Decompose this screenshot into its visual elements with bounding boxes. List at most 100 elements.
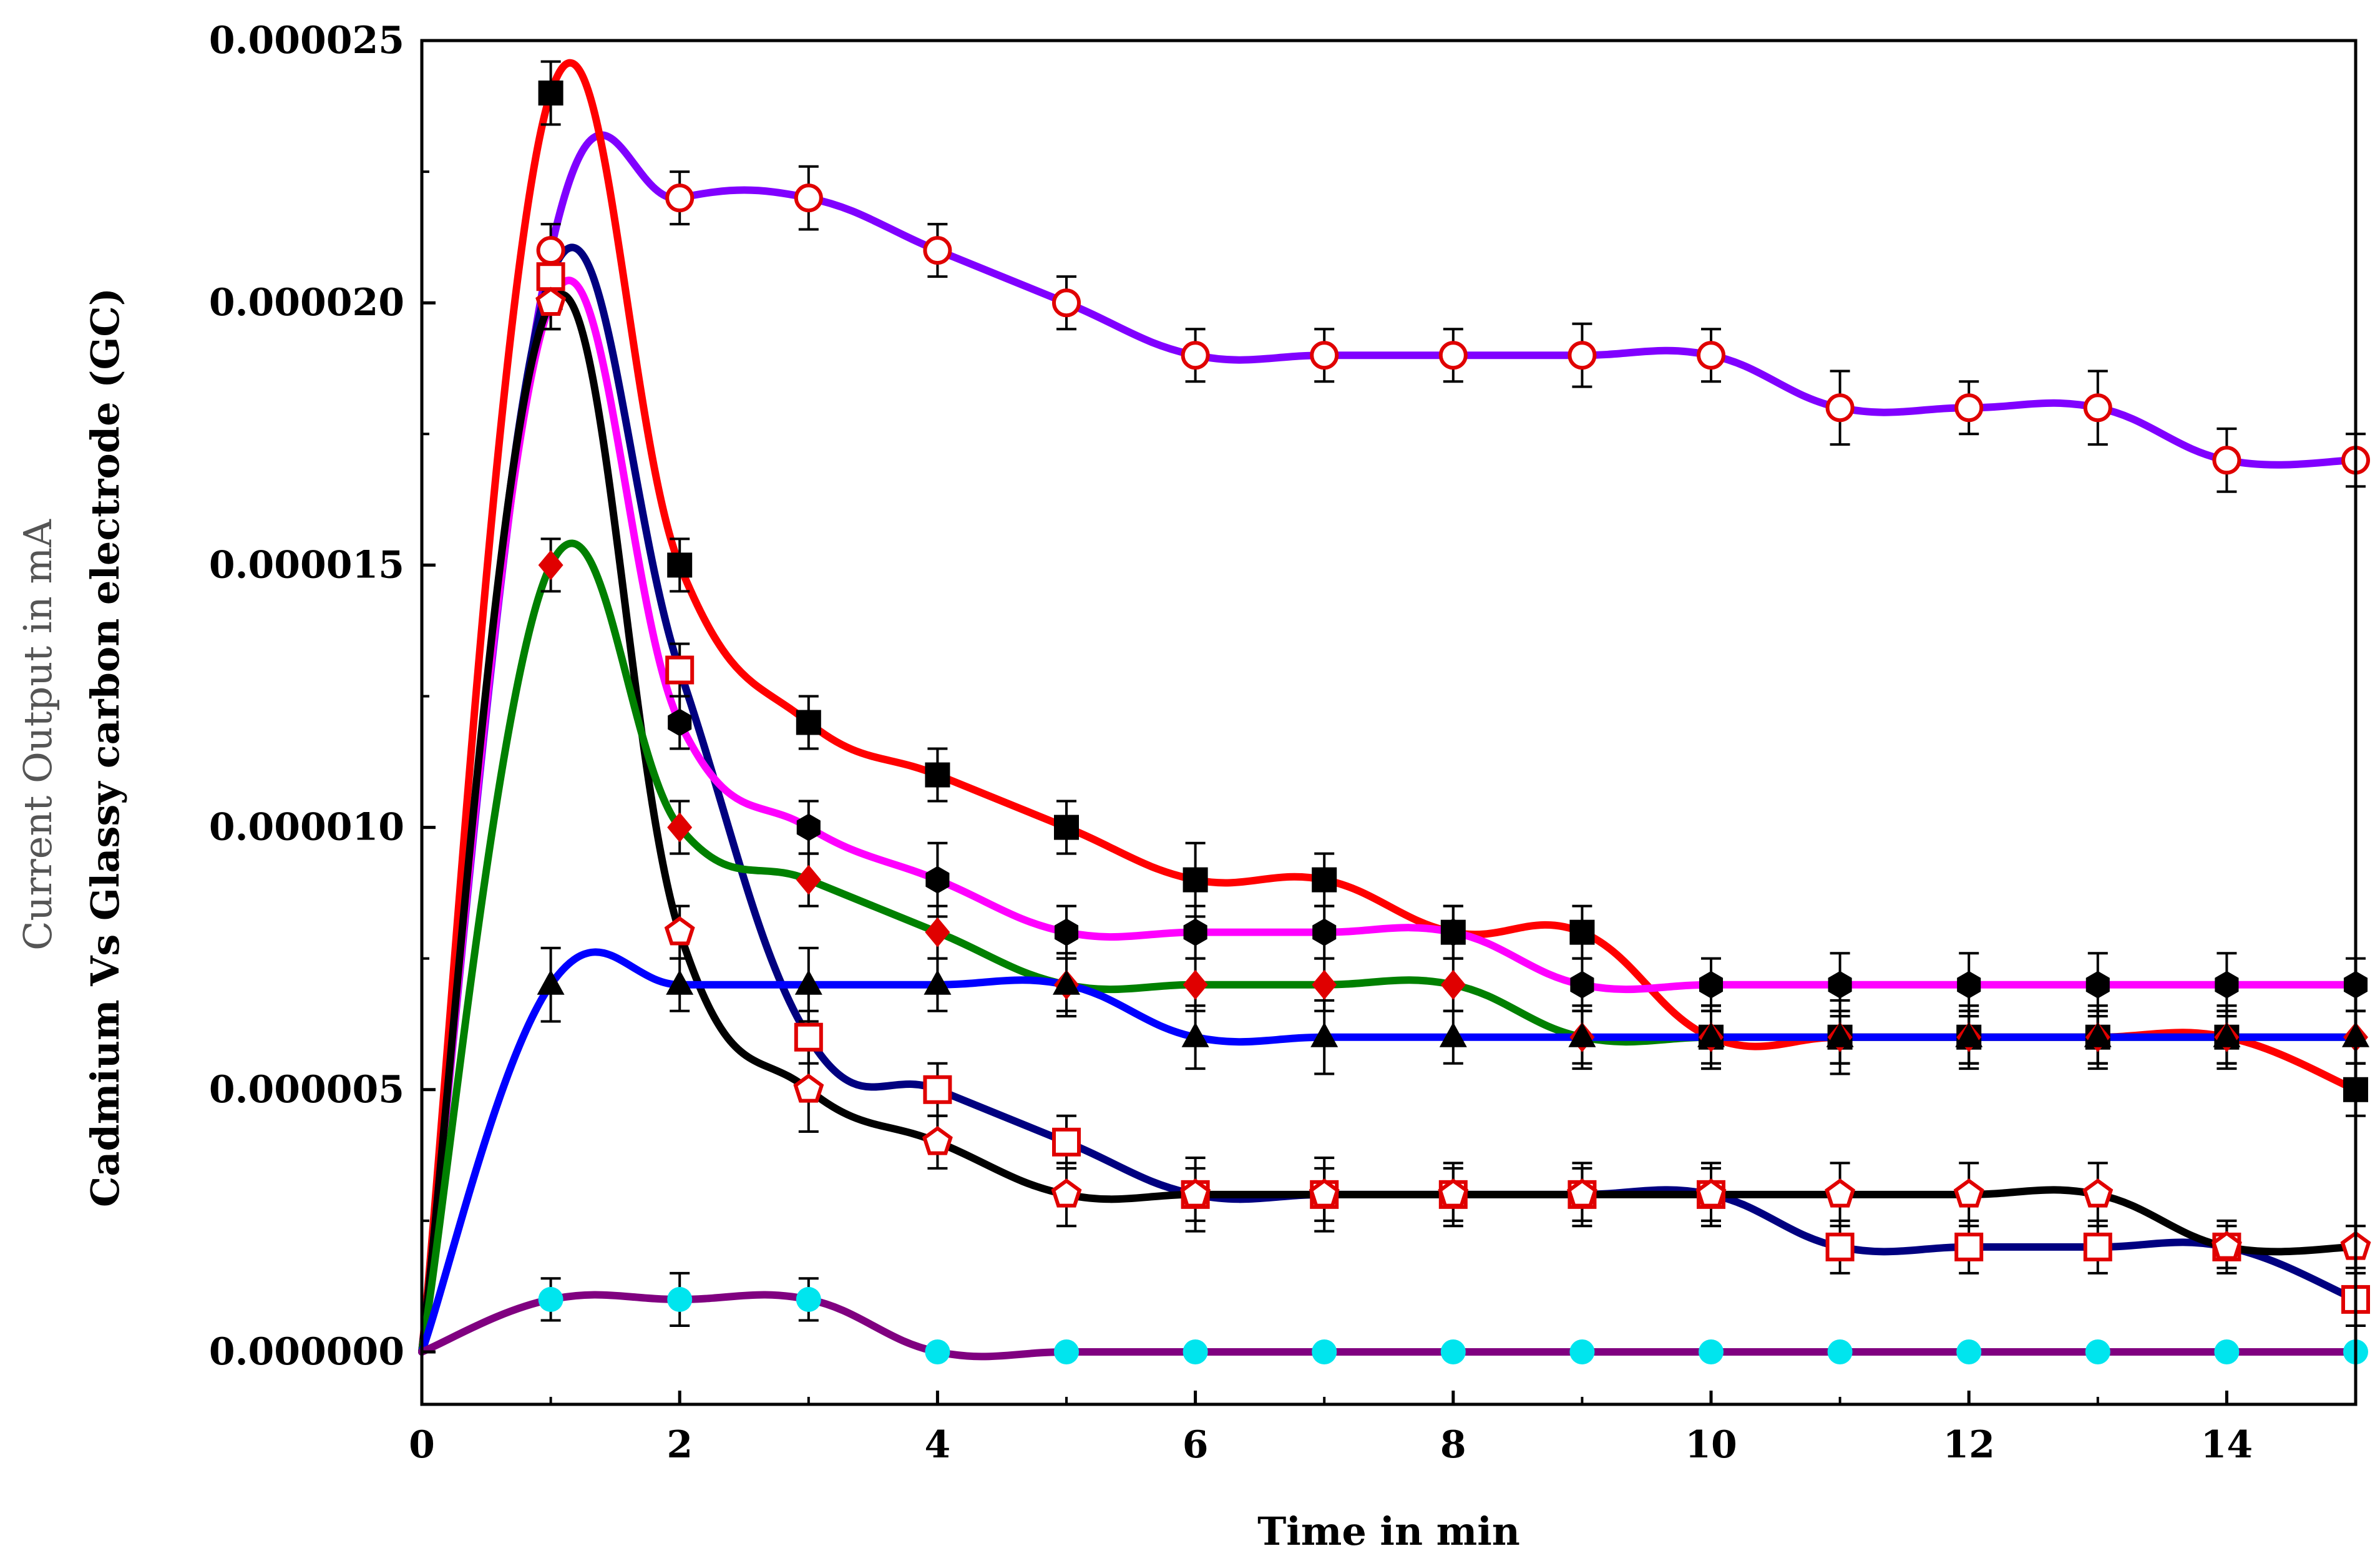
series-blue-filled-triangle-point <box>1955 1022 1983 1047</box>
y-tick-label: 0.000005 <box>209 1068 404 1112</box>
series-red-filled-square-point <box>1569 919 1595 945</box>
series-green-red-diamond-point <box>1312 969 1337 1000</box>
series-purple-open-circle-point <box>923 236 952 265</box>
series-purple-cyan-circle-point <box>1183 1339 1208 1364</box>
series-group <box>418 59 2359 1361</box>
x-tick-label: 4 <box>925 1423 951 1467</box>
series-purple-open-circle-point <box>1825 393 1855 423</box>
series-purple-cyan-circle-point <box>2214 1339 2240 1364</box>
series-red-filled-square-point <box>1312 867 1337 893</box>
series-black-open-pentagon-point <box>1309 1178 1340 1208</box>
series-purple-open-circle-point <box>1181 341 1210 370</box>
series-navy-open-square-point <box>2083 1232 2112 1261</box>
series-red-filled-square-point <box>667 552 693 578</box>
series-magenta-filled-hexagon-point <box>1699 971 1724 999</box>
x-tick-label: 12 <box>1943 1423 1995 1467</box>
series-purple-cyan-circle-line <box>418 1291 2359 1361</box>
x-tick-label: 2 <box>666 1423 693 1467</box>
series-magenta-filled-hexagon-point <box>1570 971 1594 999</box>
series-red-filled-square-point <box>538 81 563 106</box>
y-tick-label: 0.000025 <box>209 19 404 62</box>
series-purple-cyan-circle-point <box>538 1286 563 1312</box>
series-purple-cyan-circle-point <box>925 1339 950 1364</box>
series-magenta-filled-hexagon-point <box>1183 918 1207 946</box>
series-black-open-pentagon-point <box>535 286 567 316</box>
series-purple-open-circle-point <box>665 184 695 213</box>
series-magenta-filled-hexagon-point <box>1828 971 1852 999</box>
series-green-red-diamond-point <box>925 917 950 947</box>
series-blue-filled-triangle-point <box>794 969 822 995</box>
x-tick-label: 14 <box>2201 1423 2253 1467</box>
series-magenta-filled-hexagon-point <box>1441 918 1465 946</box>
series-blue-filled-triangle-point <box>666 969 694 995</box>
series-purple-cyan-circle-point <box>1569 1339 1595 1364</box>
series-blue-filled-triangle-point <box>537 969 565 995</box>
series-blue-filled-triangle-point <box>1439 1022 1467 1047</box>
series-purple-cyan-circle-point <box>1440 1339 1466 1364</box>
x-tick-label: 10 <box>1685 1423 1737 1467</box>
series-red-filled-square-point <box>925 762 950 788</box>
series-blue-filled-triangle-point <box>2213 1022 2241 1047</box>
series-magenta-filled-hexagon-point <box>2085 971 2110 999</box>
series-black-open-pentagon-point <box>1695 1178 1727 1208</box>
series-black-open-pentagon-point <box>1180 1178 1211 1208</box>
series-green-red-diamond-point <box>667 812 693 843</box>
series-black-open-pentagon-point <box>664 916 695 946</box>
series-blue-filled-triangle-point <box>1053 969 1080 995</box>
y-tick-label: 0.000010 <box>209 806 404 849</box>
x-tick-label: 6 <box>1183 1423 1209 1467</box>
series-purple-open-circle-point <box>1438 341 1468 370</box>
series-purple-open-circle-point <box>1568 341 1597 370</box>
series-purple-cyan-circle-point <box>1312 1339 1337 1364</box>
series-purple-cyan-circle-point <box>1956 1339 1982 1364</box>
series-green-red-diamond-point <box>1183 969 1208 1000</box>
series-red-filled-square-point <box>1054 815 1079 840</box>
series-navy-open-square-point <box>794 1022 823 1052</box>
y-axis-title-line-1: Current Output in mA <box>15 519 61 951</box>
series-black-open-pentagon-point <box>1438 1178 1469 1208</box>
marker-group <box>535 81 2371 1364</box>
series-purple-open-circle-point <box>1697 341 1725 370</box>
x-axis-title: Time in min <box>1257 1509 1520 1554</box>
series-navy-open-square-point <box>1052 1127 1081 1157</box>
series-magenta-filled-hexagon-point <box>668 708 692 736</box>
series-red-filled-square-point <box>1183 867 1208 893</box>
series-magenta-filled-hexagon-point <box>796 813 821 841</box>
series-navy-open-square-point <box>923 1075 952 1104</box>
series-red-filled-square-point <box>796 710 821 735</box>
series-black-open-pentagon-point <box>2211 1231 2242 1260</box>
series-purple-cyan-circle-point <box>1827 1339 1853 1364</box>
axes-group: 0 2 4 6 8 10 12 14 0.000000 0.000005 0.000010 0.000… <box>209 19 2358 1467</box>
y-tick-label: 0.000020 <box>209 281 404 325</box>
series-blue-filled-triangle-point <box>1826 1022 1854 1047</box>
series-magenta-filled-hexagon-point <box>1054 918 1079 946</box>
series-purple-open-circle-point <box>794 184 823 213</box>
series-purple-open-circle-point <box>1954 393 1984 423</box>
series-purple-open-circle-point <box>1310 341 1339 370</box>
series-navy-open-square-point <box>665 655 695 685</box>
series-blue-filled-triangle-point <box>1310 1022 1339 1047</box>
series-purple-open-circle-point <box>2083 393 2112 423</box>
series-green-red-diamond-point <box>1440 969 1466 1000</box>
series-purple-cyan-circle-point <box>667 1286 693 1312</box>
series-magenta-filled-hexagon-point <box>1312 918 1337 946</box>
series-blue-filled-triangle-point <box>924 969 952 995</box>
series-black-open-pentagon-point <box>1566 1178 1597 1208</box>
series-navy-open-square-point <box>1825 1232 1855 1261</box>
x-tick-label: 0 <box>409 1423 435 1467</box>
series-black-open-pentagon-point <box>1051 1178 1082 1208</box>
series-black-open-pentagon-point <box>1825 1178 1856 1208</box>
series-purple-cyan-circle-point <box>796 1286 821 1312</box>
series-black-open-pentagon-point <box>1953 1178 1984 1208</box>
series-black-open-pentagon-point <box>922 1126 953 1155</box>
y-tick-label: 0.000015 <box>209 543 404 587</box>
series-blue-filled-triangle-point <box>1568 1022 1596 1047</box>
series-magenta-filled-hexagon-point <box>1957 971 1981 999</box>
series-purple-open-circle-point <box>1052 288 1081 318</box>
axes-frame <box>420 39 2358 1406</box>
series-black-open-pentagon-point <box>793 1074 824 1103</box>
series-purple-open-circle-point <box>2212 446 2241 475</box>
